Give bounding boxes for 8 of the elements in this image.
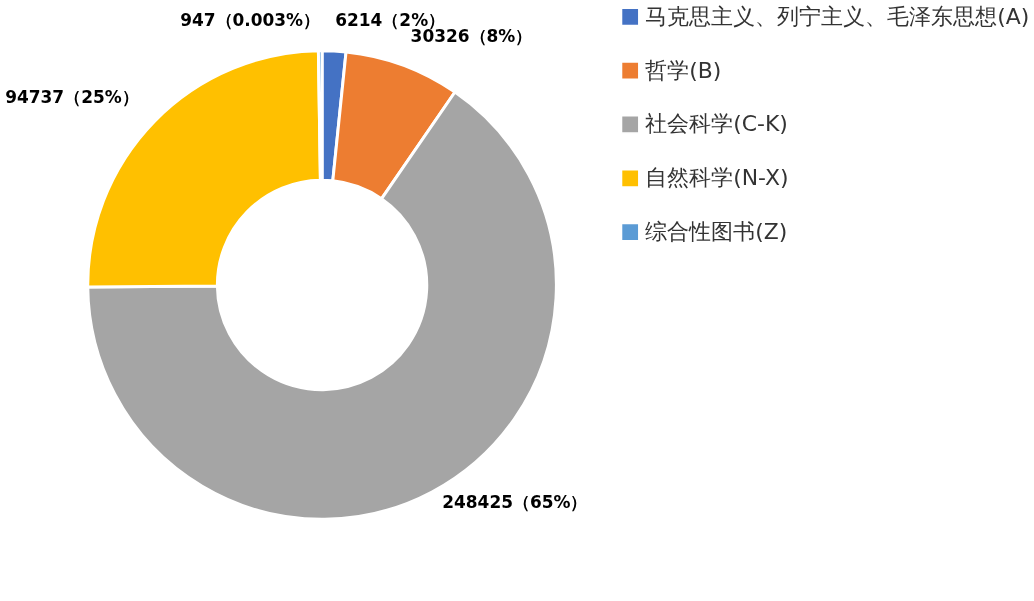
legend-label: 社会科学(C-K) [645,111,788,137]
data-label: 94737（25%） [5,87,139,108]
legend-label: 马克思主义、列宁主义、毛泽东思想(A) [645,3,1030,29]
data-label: 947（0.003%） [180,9,321,30]
legend-label: 哲学(B) [645,57,722,83]
legend-label: 综合性图书(Z) [645,219,788,245]
data-label: 248425（65%） [442,492,588,513]
legend-label: 自然科学(N-X) [645,165,789,191]
